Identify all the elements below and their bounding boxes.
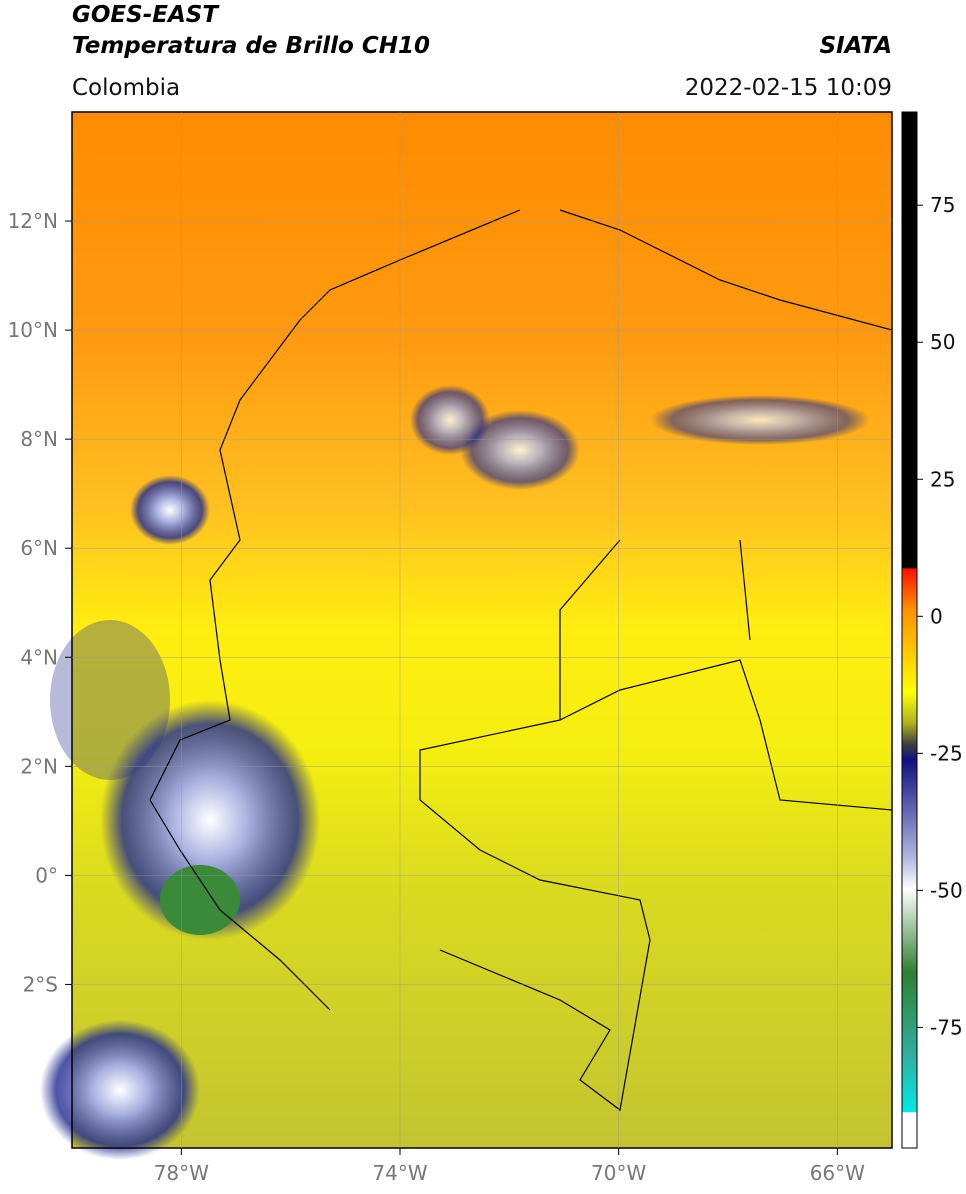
- satellite-image: [72, 112, 892, 1148]
- source: GOES-EAST: [72, 2, 220, 28]
- colorbar-tick-label: 75: [930, 193, 955, 217]
- org: SIATA: [820, 33, 892, 59]
- y-tick-label: 12°N: [8, 209, 58, 233]
- colorbar-tick-label: -25: [930, 741, 963, 765]
- y-tick-label: 2°S: [23, 972, 58, 996]
- x-tick-label: 70°W: [591, 1161, 646, 1185]
- y-tick-label: 10°N: [8, 318, 58, 342]
- y-tick-label: 0°: [35, 863, 58, 887]
- y-tick-label: 8°N: [20, 427, 58, 451]
- map-frame: [71, 111, 893, 1149]
- x-tick-label: 74°W: [372, 1161, 427, 1185]
- cloud: [40, 1020, 200, 1160]
- datetime: 2022-02-15 10:09: [685, 75, 892, 101]
- region: Colombia: [72, 75, 180, 101]
- cloud: [100, 700, 320, 940]
- colorbar-tick-label: 25: [930, 467, 955, 491]
- borders: [149, 209, 893, 1112]
- cloud: [460, 410, 580, 490]
- colorbar-tick-label: 50: [930, 330, 955, 354]
- cloud: [130, 475, 210, 545]
- map: [40, 112, 893, 1160]
- x-tick-label: 66°W: [810, 1161, 865, 1185]
- colorbar-tick-label: -50: [930, 878, 963, 902]
- cloud: [160, 865, 240, 935]
- y-tick-label: 2°N: [20, 754, 58, 778]
- colorbar-tick-label: 0: [930, 604, 943, 628]
- cloud: [410, 385, 490, 455]
- cloud: [50, 620, 170, 780]
- title: Temperatura de Brillo CH10: [72, 33, 430, 59]
- y-tick-label: 4°N: [20, 645, 58, 669]
- colorbar-tick-label: -75: [930, 1015, 963, 1039]
- cloud: [650, 395, 870, 445]
- y-tick-label: 6°N: [20, 536, 58, 560]
- x-tick-label: 78°W: [154, 1161, 209, 1185]
- colorbar: [901, 111, 918, 1149]
